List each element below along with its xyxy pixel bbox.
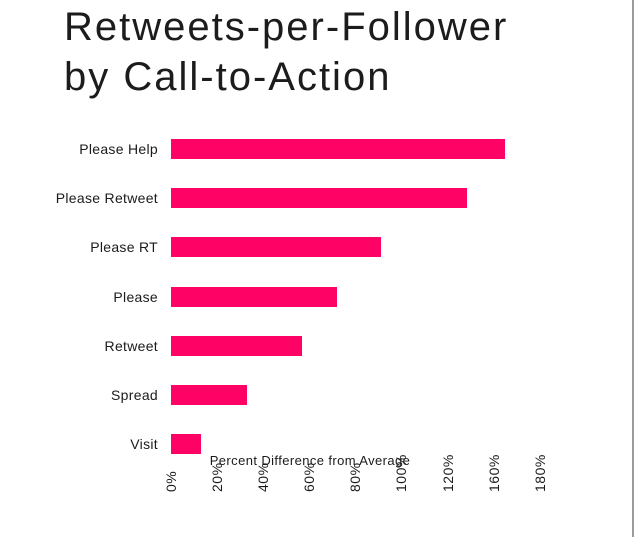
chart-title-line2: by Call-to-Action bbox=[64, 55, 392, 99]
x-tick-label: 100% bbox=[393, 454, 410, 492]
bar-row: Please bbox=[0, 286, 637, 307]
bar bbox=[170, 237, 381, 258]
category-label: Spread bbox=[111, 387, 158, 403]
x-tick: 20% bbox=[208, 462, 225, 540]
x-tick-label: 120% bbox=[439, 454, 456, 492]
x-tick-label: 160% bbox=[485, 454, 502, 492]
x-tick-label: 40% bbox=[254, 462, 271, 492]
x-tick-label: 0% bbox=[162, 470, 179, 492]
x-tick: 120% bbox=[439, 454, 456, 540]
bar bbox=[170, 188, 468, 209]
x-tick-label: 80% bbox=[347, 462, 364, 492]
x-tick: 60% bbox=[301, 462, 318, 540]
category-label: Retweet bbox=[104, 337, 158, 354]
x-axis-label: Percent Difference from Average bbox=[209, 453, 411, 468]
chart-title-line1: Retweets-per-Follower bbox=[64, 5, 509, 49]
category-label: Please RT bbox=[90, 239, 158, 256]
x-tick: 40% bbox=[254, 462, 271, 540]
category-label: Please Help bbox=[79, 141, 158, 157]
category-label: Visit bbox=[130, 436, 158, 453]
x-tick: 80% bbox=[347, 462, 364, 540]
x-tick-label: 180% bbox=[532, 454, 548, 492]
bar bbox=[170, 335, 303, 356]
bar-row: Visit bbox=[0, 434, 637, 455]
bar bbox=[170, 385, 247, 405]
bar-row: Please Help bbox=[0, 139, 637, 159]
category-label: Please bbox=[113, 288, 158, 305]
bar bbox=[170, 434, 201, 455]
bar-row: Retweet bbox=[0, 335, 637, 356]
x-tick-label: 20% bbox=[208, 462, 225, 492]
x-tick: 100% bbox=[393, 454, 410, 540]
page-edge-line bbox=[632, 0, 634, 537]
bar-row: Please Retweet bbox=[0, 188, 637, 209]
x-tick-label: 60% bbox=[301, 462, 318, 492]
x-tick: 180% bbox=[532, 454, 548, 540]
x-tick: 0% bbox=[162, 470, 179, 540]
bar bbox=[170, 139, 506, 159]
x-tick: 160% bbox=[485, 454, 502, 540]
bar-row: Spread bbox=[0, 385, 637, 405]
bar-row: Please RT bbox=[0, 237, 637, 258]
bar bbox=[170, 286, 337, 307]
chart-title: Retweets-per-Follower by Call-to-Action bbox=[64, 2, 508, 102]
category-label: Please Retweet bbox=[55, 190, 158, 207]
